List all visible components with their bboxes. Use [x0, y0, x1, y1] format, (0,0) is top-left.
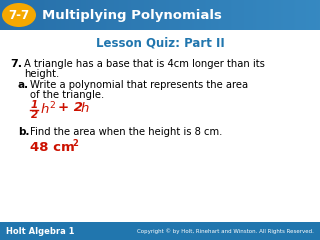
Text: + 2: + 2 [58, 101, 83, 114]
Text: 7.: 7. [10, 59, 22, 69]
Ellipse shape [2, 3, 36, 27]
Text: of the triangle.: of the triangle. [30, 90, 104, 100]
Text: $\mathit{h}^2$: $\mathit{h}^2$ [40, 101, 56, 118]
Text: 2: 2 [72, 139, 78, 148]
Text: b.: b. [18, 127, 29, 137]
Text: A triangle has a base that is 4cm longer than its: A triangle has a base that is 4cm longer… [24, 59, 265, 69]
Text: a.: a. [18, 80, 29, 90]
Text: Write a polynomial that represents the area: Write a polynomial that represents the a… [30, 80, 248, 90]
Text: 1: 1 [31, 100, 38, 110]
Text: Copyright © by Holt, Rinehart and Winston. All Rights Reserved.: Copyright © by Holt, Rinehart and Winsto… [137, 228, 314, 234]
Text: Multiplying Polynomials: Multiplying Polynomials [42, 8, 222, 22]
Text: Lesson Quiz: Part II: Lesson Quiz: Part II [96, 36, 224, 49]
Text: Find the area when the height is 8 cm.: Find the area when the height is 8 cm. [30, 127, 222, 137]
FancyBboxPatch shape [0, 222, 320, 240]
Text: height.: height. [24, 69, 59, 79]
Text: 2: 2 [31, 110, 38, 120]
Text: $\mathit{h}$: $\mathit{h}$ [80, 101, 90, 115]
Text: 48 cm: 48 cm [30, 141, 75, 154]
Text: 7-7: 7-7 [8, 9, 29, 22]
Text: Holt Algebra 1: Holt Algebra 1 [6, 227, 75, 235]
